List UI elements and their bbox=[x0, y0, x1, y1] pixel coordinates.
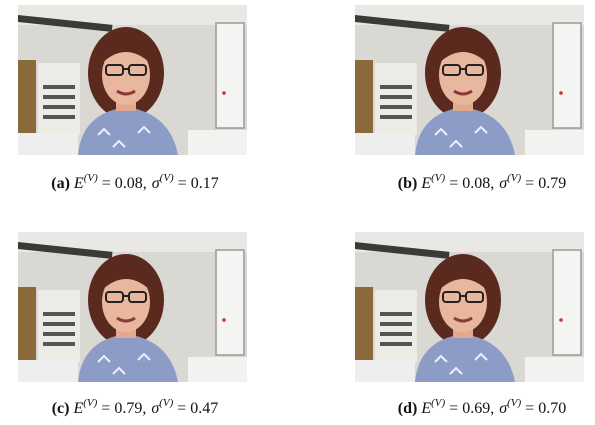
photo bbox=[18, 232, 247, 382]
equals: = bbox=[525, 400, 534, 417]
photo bbox=[18, 5, 247, 155]
superscript: (V) bbox=[507, 397, 521, 409]
figure: (a)E(V)=0.08,σ(V)=0.17(b)E(V)=0.08,σ(V)=… bbox=[0, 0, 595, 425]
e-symbol: E bbox=[74, 175, 84, 192]
equals: = bbox=[525, 175, 534, 192]
e-value: 0.08 bbox=[115, 175, 143, 192]
sigma-value: 0.47 bbox=[190, 400, 218, 417]
equals: = bbox=[177, 400, 186, 417]
separator: , bbox=[142, 400, 146, 417]
e-value: 0.79 bbox=[114, 400, 142, 417]
equals: = bbox=[178, 175, 187, 192]
sigma-symbol: σ bbox=[152, 175, 160, 192]
photo bbox=[355, 232, 584, 382]
separator: , bbox=[490, 400, 494, 417]
equals: = bbox=[449, 400, 458, 417]
superscript: (V) bbox=[507, 172, 521, 184]
separator: , bbox=[490, 175, 494, 192]
subfigure-label: (a) bbox=[51, 175, 70, 192]
subfigure-label: (d) bbox=[398, 400, 418, 417]
subfigure-label: (b) bbox=[398, 175, 418, 192]
sigma-value: 0.17 bbox=[191, 175, 219, 192]
subfigure-label: (c) bbox=[52, 400, 70, 417]
sigma-symbol: σ bbox=[499, 175, 507, 192]
superscript: (V) bbox=[84, 172, 98, 184]
caption: (a)E(V)=0.08,σ(V)=0.17 bbox=[0, 175, 270, 193]
photo bbox=[355, 5, 584, 155]
e-value: 0.08 bbox=[462, 175, 490, 192]
superscript: (V) bbox=[83, 397, 97, 409]
caption: (c)E(V)=0.79,σ(V)=0.47 bbox=[0, 400, 270, 418]
caption: (b)E(V)=0.08,σ(V)=0.79 bbox=[347, 175, 595, 193]
caption: (d)E(V)=0.69,σ(V)=0.70 bbox=[347, 400, 595, 418]
superscript: (V) bbox=[159, 397, 173, 409]
superscript: (V) bbox=[431, 172, 445, 184]
equals: = bbox=[101, 400, 110, 417]
e-symbol: E bbox=[421, 400, 431, 417]
e-value: 0.69 bbox=[462, 400, 490, 417]
separator: , bbox=[143, 175, 147, 192]
e-symbol: E bbox=[73, 400, 83, 417]
superscript: (V) bbox=[431, 397, 445, 409]
sigma-value: 0.79 bbox=[538, 175, 566, 192]
equals: = bbox=[449, 175, 458, 192]
equals: = bbox=[102, 175, 111, 192]
sigma-symbol: σ bbox=[499, 400, 507, 417]
superscript: (V) bbox=[160, 172, 174, 184]
e-symbol: E bbox=[421, 175, 431, 192]
sigma-value: 0.70 bbox=[538, 400, 566, 417]
